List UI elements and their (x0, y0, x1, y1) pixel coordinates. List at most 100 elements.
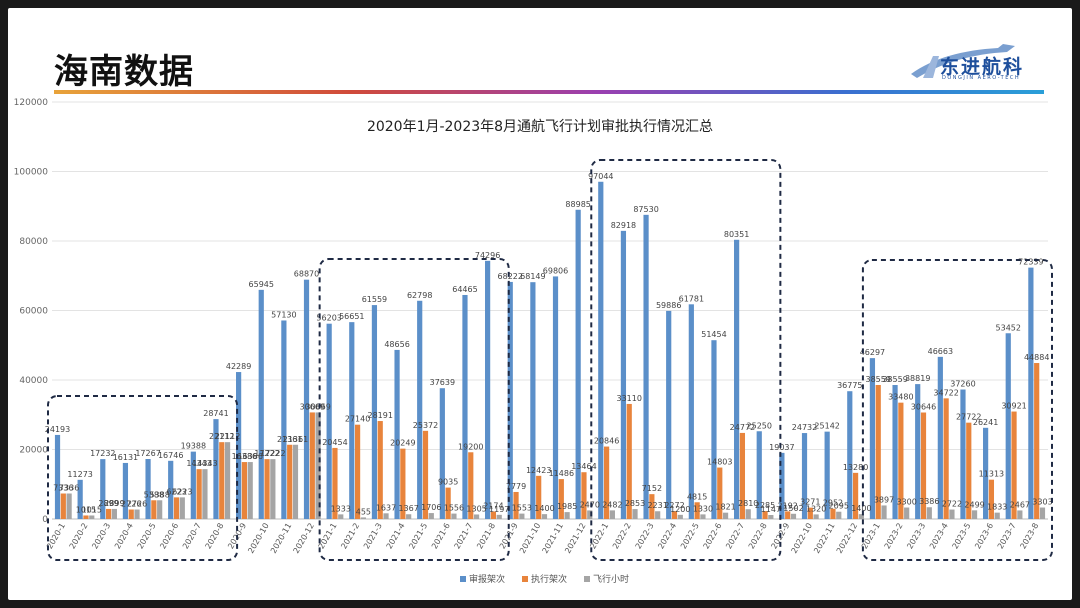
bar-1 (507, 281, 513, 519)
bar-2 (400, 448, 406, 519)
data-label: 74296 (475, 251, 500, 260)
data-label: 17232 (90, 449, 115, 458)
highlight-box (861, 259, 1054, 561)
legend-swatch (584, 576, 590, 582)
bar-1 (575, 209, 581, 519)
bar-1 (688, 304, 694, 519)
bar-1 (326, 323, 332, 519)
bar-1 (915, 384, 921, 519)
bar-3 (473, 514, 480, 519)
data-label: 17267 (135, 449, 160, 458)
data-label: 2899 (104, 499, 124, 508)
x-tick-label: 2023-6 (973, 522, 995, 551)
bar-3 (111, 508, 117, 519)
bar-3 (89, 515, 95, 519)
bar-3 (519, 513, 525, 519)
data-label: 65945 (249, 280, 274, 289)
chart-title: 2020年1月-2023年8月通航飞行计划审批执行情况汇总 (367, 119, 713, 135)
data-label: 24732 (792, 423, 817, 432)
bar-1 (1005, 333, 1011, 519)
bar-2 (354, 424, 361, 519)
data-label: 11313 (979, 470, 1004, 479)
data-label: 59886 (656, 301, 681, 310)
x-tick-label: 2020-11 (269, 522, 294, 555)
data-label: 1330 (693, 504, 713, 513)
data-label: 53452 (996, 323, 1021, 332)
bar-3 (949, 509, 955, 519)
data-label: 20249 (390, 439, 415, 448)
bar-2 (536, 475, 542, 519)
data-label: 13280 (843, 463, 868, 472)
data-label: 97044 (588, 172, 613, 181)
x-tick-label: 2022-1 (588, 522, 610, 551)
data-label: 88985 (565, 200, 590, 209)
data-label: 42289 (226, 362, 251, 371)
bar-1 (485, 260, 491, 519)
bar-2 (490, 511, 497, 519)
data-label: 11273 (67, 470, 92, 479)
data-label: 2899 (98, 499, 118, 508)
data-label: 1553 (512, 504, 532, 513)
chart: 2020年1月-2023年8月通航飞行计划审批执行情况汇总 0 20000 4000… (14, 98, 1054, 585)
bar-2 (717, 467, 723, 519)
x-tick-label: 2023-8 (1018, 522, 1040, 551)
highlight-box (47, 395, 239, 561)
bar-2 (219, 442, 225, 519)
data-label: 25142 (814, 422, 839, 431)
data-label: 20846 (594, 437, 619, 446)
data-label: 1197 (489, 505, 509, 514)
y-tick-label: 20000 (19, 446, 48, 456)
bar-1 (824, 431, 830, 519)
x-tick-label: 2020-6 (158, 522, 180, 551)
bar-2 (196, 469, 202, 519)
bar-3 (360, 517, 366, 519)
x-tick-label: 2020-4 (113, 522, 135, 551)
data-label: 3303 (1032, 498, 1052, 507)
data-label: 2272 (664, 501, 684, 510)
bar-2 (264, 459, 270, 519)
data-label: 69806 (543, 266, 568, 275)
x-tick-label: 2023-4 (928, 522, 950, 551)
data-label: 56651 (339, 312, 364, 321)
y-tick-label: 100000 (14, 168, 49, 178)
bar-1 (394, 349, 400, 519)
data-label: 1706 (421, 503, 441, 512)
bar-2 (626, 403, 632, 519)
data-label: 34722 (933, 388, 958, 397)
data-label: 68222 (498, 272, 523, 281)
bar-2 (468, 452, 474, 519)
bar-3 (315, 412, 321, 519)
bar-1 (77, 479, 83, 519)
x-tick-label: 2021-5 (407, 522, 429, 551)
bar-2 (287, 444, 293, 519)
bar-2 (785, 511, 791, 519)
page-title: 海南数据 (54, 52, 194, 92)
data-label: 7336 (53, 484, 73, 493)
data-label: 87530 (633, 205, 658, 214)
x-tick-label: 2022-12 (835, 522, 860, 555)
x-tick-label: 2022-5 (679, 522, 701, 551)
x-tick-label: 2023-1 (860, 522, 882, 551)
data-label: 1333 (331, 504, 351, 513)
bar-1 (937, 356, 943, 519)
data-label: 5388 (149, 490, 169, 499)
data-label: 9035 (438, 478, 458, 487)
bar-1 (303, 279, 310, 519)
bar-3 (179, 497, 185, 519)
data-label: 2470 (580, 500, 600, 509)
grid: 0 20000 40000 60000 80000 100000 120000 (14, 98, 1048, 525)
bar-2 (694, 502, 700, 519)
x-tick-label: 2022-8 (747, 522, 769, 551)
bar-1 (620, 230, 627, 519)
data-label: 1502 (783, 504, 803, 513)
bar-3 (904, 507, 910, 519)
data-label: 1015 (76, 505, 96, 514)
data-label: 30921 (1001, 402, 1026, 411)
bar-1 (801, 433, 808, 519)
bar-3 (1039, 507, 1046, 519)
bar-2 (83, 515, 89, 519)
data-label: 3300 (896, 498, 916, 507)
y-tick-label: 80000 (19, 237, 48, 247)
bar-1 (417, 300, 423, 519)
x-tick-label: 2020-10 (246, 522, 271, 555)
